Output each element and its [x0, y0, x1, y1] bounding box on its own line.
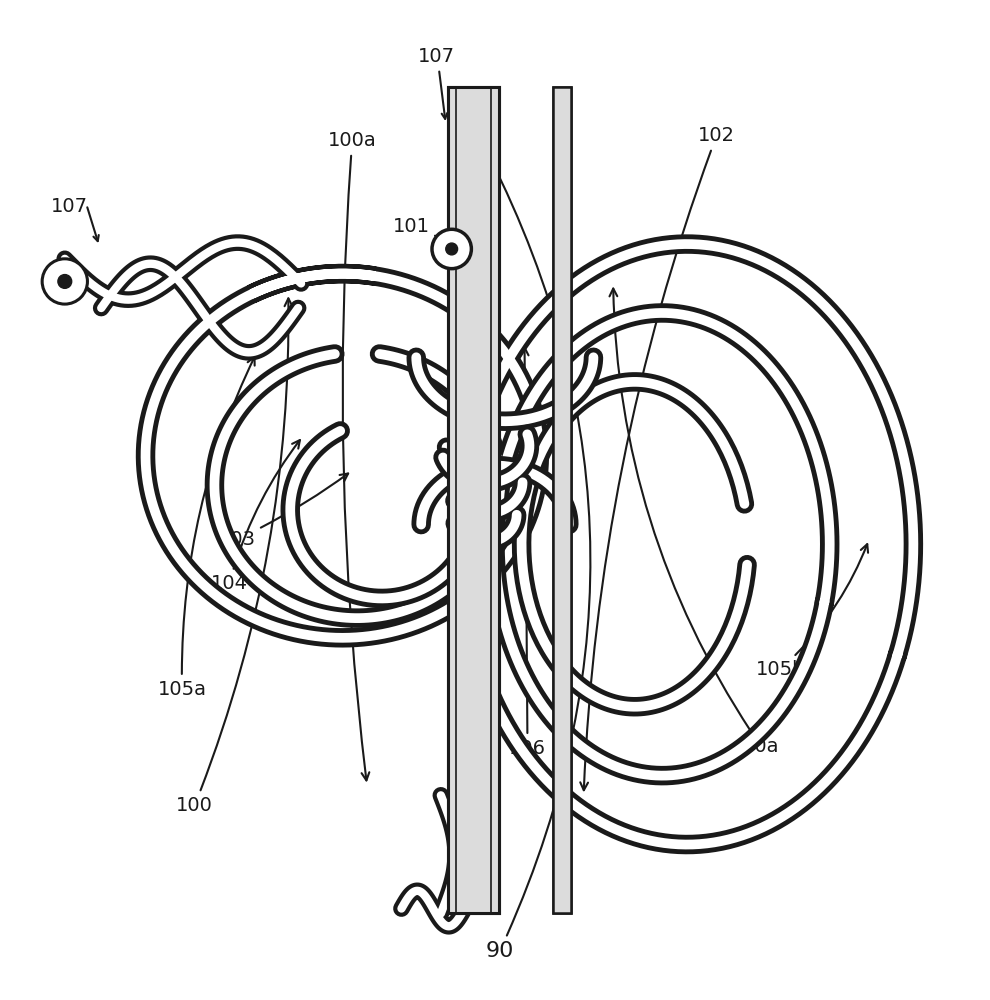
Circle shape: [43, 259, 87, 304]
Text: 106: 106: [509, 348, 546, 758]
Bar: [553, 87, 571, 913]
Text: 102: 102: [580, 126, 735, 790]
Text: 105a: 105a: [157, 357, 254, 699]
Text: 101: 101: [393, 217, 448, 245]
Bar: [447, 87, 499, 913]
Text: 90a: 90a: [610, 289, 779, 756]
Text: 107: 107: [51, 197, 88, 216]
Text: 104: 104: [211, 440, 300, 593]
Text: 105b: 105b: [755, 544, 868, 679]
Circle shape: [432, 229, 471, 269]
Bar: [553, 87, 571, 913]
Text: 90: 90: [476, 130, 590, 961]
Bar: [447, 87, 499, 913]
Text: 103: 103: [219, 474, 348, 549]
Text: 100a: 100a: [328, 131, 376, 780]
Text: 107: 107: [418, 47, 454, 66]
Text: 100: 100: [176, 298, 292, 815]
Circle shape: [57, 275, 71, 288]
Circle shape: [446, 243, 457, 255]
